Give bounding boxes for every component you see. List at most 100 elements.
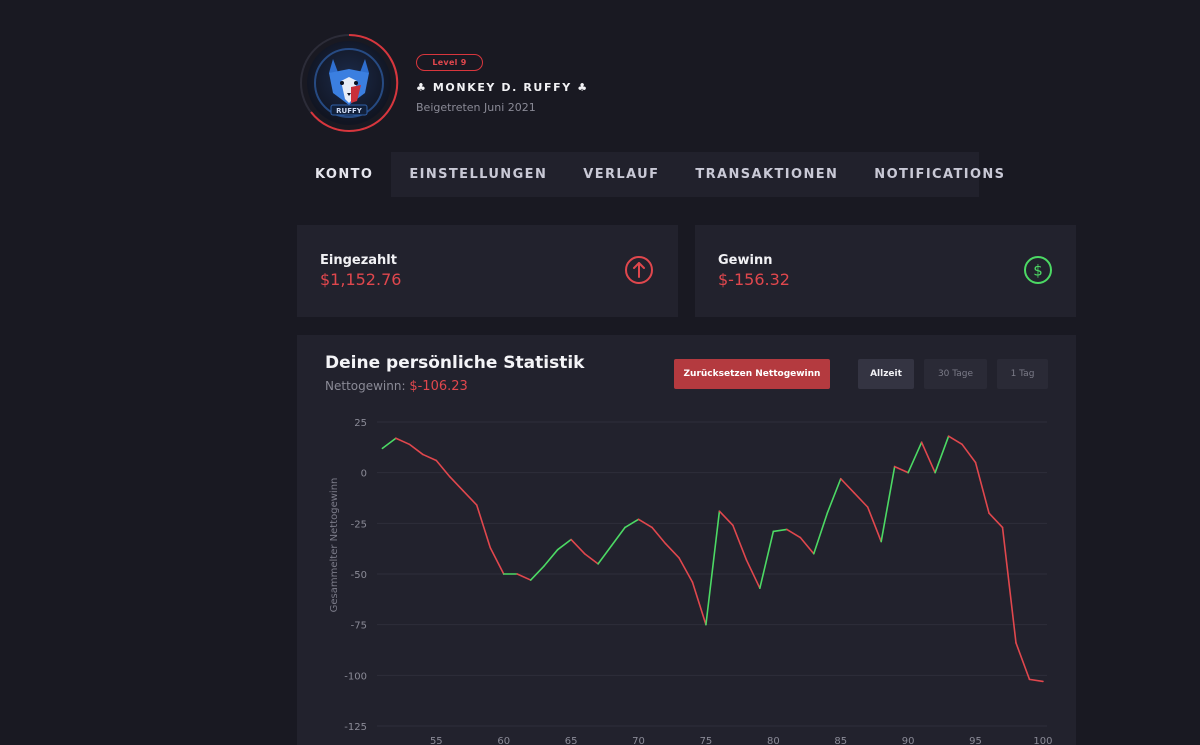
line-segment-fall xyxy=(853,492,869,508)
profit-value: $-156.32 xyxy=(718,270,790,289)
y-tick-label: -25 xyxy=(351,519,367,530)
line-segment-rise xyxy=(610,526,626,547)
line-segment-rise xyxy=(597,544,613,565)
line-segment-fall xyxy=(651,526,667,545)
y-tick-label: 0 xyxy=(361,469,367,480)
x-tick-label: 65 xyxy=(565,736,578,745)
range-1-day-button[interactable]: 1 Tag xyxy=(997,359,1048,389)
line-segment-fall xyxy=(678,556,694,583)
line-segment-rise xyxy=(772,528,788,533)
line-segment-fall xyxy=(1015,642,1031,681)
x-tick-label: 80 xyxy=(767,736,780,745)
y-tick-label: -100 xyxy=(344,671,367,682)
net-profit-line: Nettogewinn: $-106.23 xyxy=(325,379,468,394)
reset-net-profit-button[interactable]: Zurücksetzen Nettogewinn xyxy=(674,359,830,389)
level-progress-ring xyxy=(300,33,399,132)
tab-transaktionen[interactable]: TRANSAKTIONEN xyxy=(695,167,839,182)
y-axis-label: Gesammelter Nettogewinn xyxy=(329,478,340,613)
svg-text:RUFFY: RUFFY xyxy=(336,107,363,115)
x-tick-label: 70 xyxy=(632,736,645,745)
line-segment-fall xyxy=(718,510,734,527)
chart-grid xyxy=(377,421,1047,727)
avatar-image: RUFFY xyxy=(307,41,391,125)
net-profit-line-chart: 25 0 -25 -50 -75 -100 -125 55 60 65 70 75 80 85 90 95 1… xyxy=(329,418,1053,745)
line-segment-fall xyxy=(961,443,977,464)
line-segment-fall xyxy=(462,490,478,506)
line-segment-fall xyxy=(893,465,909,474)
profit-label: Gewinn xyxy=(718,253,773,268)
line-segment-fall xyxy=(732,524,748,561)
level-badge: Level 9 xyxy=(416,54,483,71)
line-segment-fall xyxy=(974,461,990,514)
line-segment-rise xyxy=(880,465,896,543)
x-tick-label: 55 xyxy=(430,736,443,745)
y-tick-label: -50 xyxy=(351,570,367,581)
line-segment-fall xyxy=(570,538,586,555)
tab-verlauf[interactable]: VERLAUF xyxy=(583,167,660,182)
x-tick-label: 95 xyxy=(969,736,982,745)
y-tick-label: -125 xyxy=(344,722,367,733)
net-profit-label: Nettogewinn: xyxy=(325,379,406,393)
line-segment-rise xyxy=(934,435,950,474)
line-segment-fall xyxy=(839,477,856,494)
account-tabs: KONTO EINSTELLUNGEN VERLAUF TRANSAKTIONE… xyxy=(297,152,1004,197)
line-segment-fall xyxy=(516,573,532,581)
line-segment-fall xyxy=(691,581,707,626)
line-segment-fall xyxy=(583,552,599,565)
line-segment-rise xyxy=(826,477,842,514)
line-segment-fall xyxy=(408,443,424,456)
line-segment-rise xyxy=(381,437,397,450)
x-tick-label: 90 xyxy=(902,736,915,745)
svg-text:$: $ xyxy=(1033,262,1043,280)
line-segment-rise xyxy=(907,441,923,474)
joined-date: Beigetreten Juni 2021 xyxy=(416,101,536,114)
net-profit-value: $-106.23 xyxy=(409,379,468,394)
line-segment-fall xyxy=(448,475,465,492)
profit-card: Gewinn $-156.32 $ xyxy=(695,225,1076,317)
tab-einstellungen[interactable]: EINSTELLUNGEN xyxy=(409,167,548,182)
line-segment-rise xyxy=(543,548,559,567)
username: ♣ MONKEY D. RUFFY ♣ xyxy=(416,81,589,94)
statistics-panel: Deine persönliche Statistik Nettogewinn:… xyxy=(297,335,1076,745)
line-segment-fall xyxy=(664,542,680,559)
y-tick-label: 25 xyxy=(354,418,367,429)
line-segment-fall xyxy=(395,437,411,446)
x-tick-label: 100 xyxy=(1033,736,1052,745)
statistics-title: Deine persönliche Statistik xyxy=(325,353,585,373)
tab-notifications[interactable]: NOTIFICATIONS xyxy=(874,167,1006,182)
x-tick-label: 85 xyxy=(834,736,847,745)
line-segment-rise xyxy=(556,538,572,551)
line-segment-fall xyxy=(1028,678,1044,683)
line-segment-fall xyxy=(745,559,761,589)
line-segment-fall xyxy=(475,504,492,549)
line-segment-rise xyxy=(759,530,775,589)
line-segment-rise xyxy=(812,512,829,555)
x-tick-label: 75 xyxy=(700,736,713,745)
line-segment-fall xyxy=(920,441,936,474)
y-axis-ticks: 25 0 -25 -50 -75 -100 -125 xyxy=(344,418,367,733)
avatar[interactable]: RUFFY xyxy=(298,32,400,134)
tab-konto[interactable]: KONTO xyxy=(297,152,392,197)
line-segment-rise xyxy=(624,518,640,529)
line-segment-fall xyxy=(947,435,963,446)
line-segment-fall xyxy=(435,459,451,478)
line-segment-rise xyxy=(705,510,721,626)
line-segment-fall xyxy=(1001,526,1017,644)
line-segment-fall xyxy=(988,512,1004,529)
line-segment-fall xyxy=(489,546,505,575)
range-all-time-button[interactable]: Allzeit xyxy=(858,359,914,389)
line-segment-fall xyxy=(799,536,815,555)
arrow-up-circle-icon xyxy=(625,256,653,284)
line-segment-fall xyxy=(786,528,802,539)
deposit-value: $1,152.76 xyxy=(320,270,402,289)
husky-logo-icon: RUFFY xyxy=(314,48,384,118)
deposit-label: Eingezahlt xyxy=(320,253,397,268)
range-30-days-button[interactable]: 30 Tage xyxy=(924,359,987,389)
line-segment-fall xyxy=(422,453,438,462)
chart-line xyxy=(381,435,1044,683)
line-segment-rise xyxy=(529,565,545,581)
line-segment-fall xyxy=(866,506,882,543)
dollar-circle-icon: $ xyxy=(1024,256,1052,284)
deposit-card: Eingezahlt $1,152.76 xyxy=(297,225,678,317)
x-tick-label: 60 xyxy=(497,736,510,745)
